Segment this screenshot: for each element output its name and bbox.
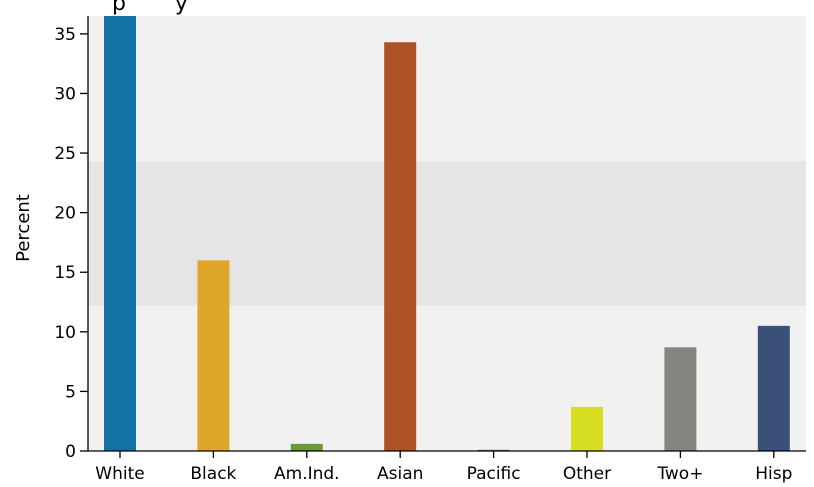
- x-tick-label: Two+: [656, 464, 703, 484]
- bar-other: [571, 406, 603, 451]
- y-axis-label: Percent: [13, 194, 34, 262]
- x-tick-label: White: [95, 464, 144, 484]
- y-tick-label: 25: [54, 144, 76, 164]
- x-tick-label: Asian: [377, 464, 423, 484]
- y-tick-label: 30: [54, 84, 76, 104]
- y-tick-label: 0: [65, 442, 76, 462]
- x-tick-label: Pacific: [467, 464, 521, 484]
- x-tick-label: Am.Ind.: [274, 464, 340, 484]
- x-tick-label: Black: [190, 464, 236, 484]
- x-tick-label: Hisp: [755, 464, 792, 484]
- bar-white: [104, 16, 136, 451]
- y-tick-label: 5: [65, 382, 76, 402]
- bar-two: [664, 347, 697, 451]
- y-tick-label: 10: [54, 323, 76, 343]
- x-tick-label: Other: [563, 464, 611, 484]
- y-ticks-group: 0 5 10 15 20 25 30 35: [54, 25, 88, 462]
- y-tick-label: 20: [54, 204, 76, 224]
- highlight-band: [88, 161, 806, 306]
- bar-asian: [384, 42, 417, 451]
- x-ticks-group: White Black Am.Ind. Asian Pacific Other Two+ Hi…: [95, 451, 792, 484]
- y-tick-label: 35: [54, 25, 76, 45]
- bar-am-ind: [290, 443, 323, 451]
- chart-title-partial: p y: [112, 0, 188, 16]
- bar-black: [197, 260, 230, 451]
- y-tick-label: 15: [54, 263, 76, 283]
- bar-hisp: [757, 325, 790, 451]
